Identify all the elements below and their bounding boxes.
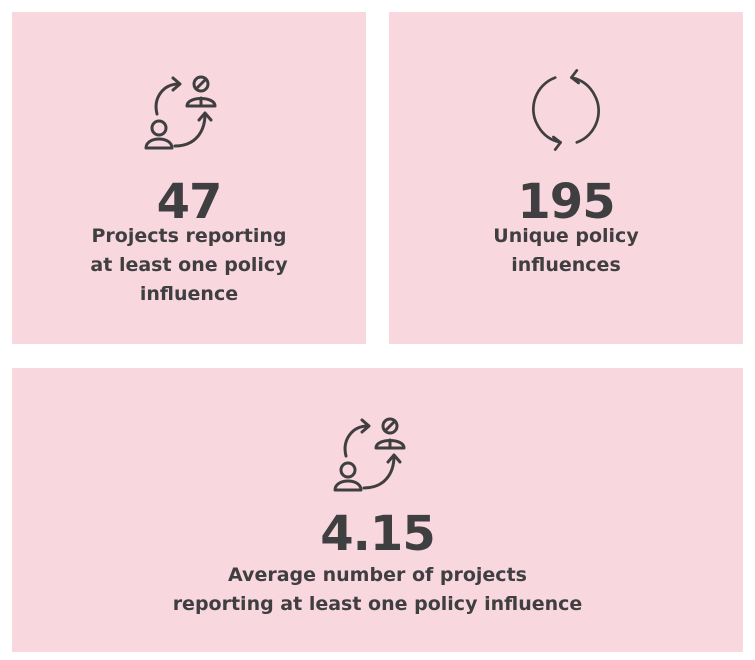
stat-card-average-projects: 4.15 Average number of projects reportin… — [12, 368, 743, 652]
stat-value: 4.15 — [320, 506, 435, 562]
stat-label: Projects reporting at least one policy i… — [90, 225, 288, 305]
refresh-cycle-icon — [521, 65, 611, 155]
influence-arrows-people-icon — [139, 62, 239, 162]
stat-value: 47 — [156, 174, 223, 230]
stat-label: Unique policy influences — [493, 225, 639, 276]
stat-card-unique-influences: 195 Unique policy influences — [389, 12, 743, 344]
stat-label: Average number of projects reporting at … — [172, 564, 583, 615]
stat-card-projects-reporting: 47 Projects reporting at least one polic… — [12, 12, 366, 344]
influence-arrows-people-icon — [328, 404, 428, 504]
stat-value: 195 — [517, 174, 615, 230]
